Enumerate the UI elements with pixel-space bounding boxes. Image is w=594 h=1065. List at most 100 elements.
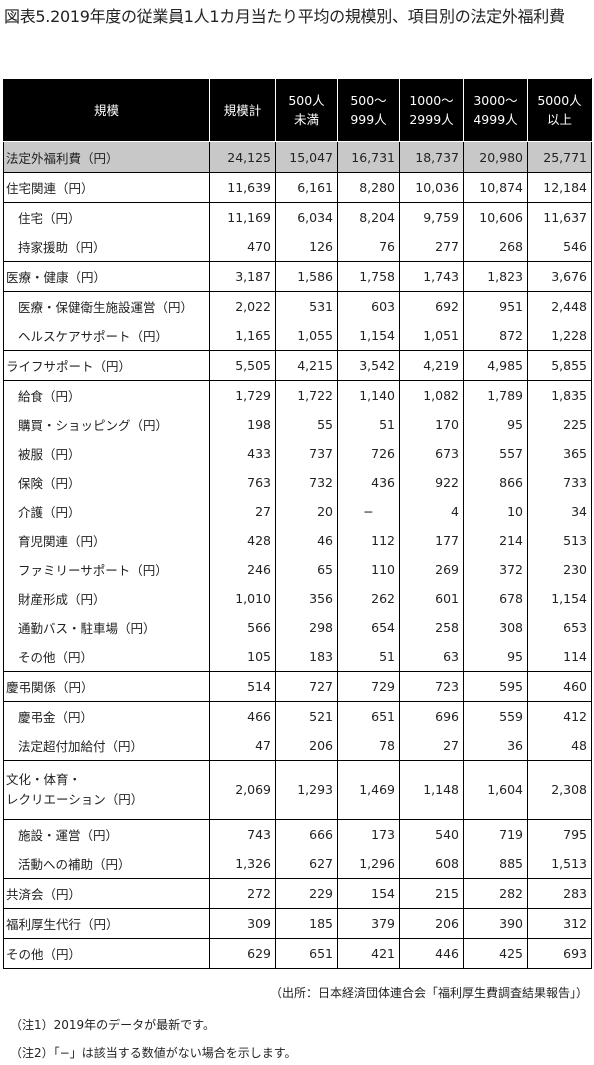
- cell-value: 719: [463, 819, 528, 849]
- cell-value: 27: [399, 731, 464, 761]
- row-label: 慶弔金（円）: [3, 701, 210, 731]
- cell-value: 666: [275, 819, 338, 849]
- row-label: ライフサポート（円）: [3, 350, 210, 381]
- row-label: 共済会（円）: [3, 878, 210, 909]
- cell-value: 8,280: [337, 172, 400, 203]
- cell-value: 726: [337, 439, 400, 468]
- row-label: ファミリーサポート（円）: [3, 555, 210, 584]
- cell-value: 723: [399, 671, 464, 702]
- cell-value: 34: [527, 497, 592, 526]
- cell-value: 283: [527, 878, 592, 909]
- table-row: 共済会（円） 272 229 154 215 282 283: [3, 878, 592, 909]
- cell-value: 412: [527, 701, 592, 731]
- cell-value: 531: [275, 291, 338, 321]
- cell-value: 566: [209, 613, 276, 642]
- cell-value: 1,835: [527, 380, 592, 410]
- cell-value: 230: [527, 555, 592, 584]
- cell-value: 1,154: [337, 321, 400, 351]
- row-label: 医療・保健衛生施設運営（円）: [3, 291, 210, 321]
- table-row: 持家援助（円） 470 126 76 277 268 546: [3, 232, 592, 262]
- row-label: 法定外福利費（円）: [3, 141, 210, 173]
- cell-value: 603: [337, 291, 400, 321]
- cell-value: 885: [463, 849, 528, 879]
- cell-value: 2,448: [527, 291, 592, 321]
- cell-value: 36: [463, 731, 528, 761]
- cell-value: 559: [463, 701, 528, 731]
- cell-value: 46: [275, 526, 338, 555]
- cell-value: 2,022: [209, 291, 276, 321]
- cell-value: 11,169: [209, 202, 276, 232]
- row-label: 介護（円）: [3, 497, 210, 526]
- cell-value: 951: [463, 291, 528, 321]
- cell-value: 11,639: [209, 172, 276, 203]
- cell-value: 6,161: [275, 172, 338, 203]
- cell-value: 185: [275, 908, 338, 939]
- cell-value: 76: [337, 232, 400, 262]
- cell-value: 5,855: [527, 350, 592, 381]
- cell-value: 514: [209, 671, 276, 702]
- header-scale: 規模: [3, 78, 210, 142]
- cell-value: 10,874: [463, 172, 528, 203]
- cell-value: 177: [399, 526, 464, 555]
- cell-value: 25,771: [527, 141, 592, 173]
- welfare-cost-table: 規模 規模計 500人 未満 500〜 999人 1000〜 2999人 3000〜 49…: [3, 78, 592, 969]
- row-label: 法定超付加給付（円）: [3, 731, 210, 761]
- cell-value: 795: [527, 819, 592, 849]
- cell-value: 55: [275, 410, 338, 439]
- row-label: 文化・体育・ レクリエーション（円）: [3, 760, 210, 820]
- cell-value: 1,729: [209, 380, 276, 410]
- cell-value: 743: [209, 819, 276, 849]
- cell-value: 308: [463, 613, 528, 642]
- cell-value: 372: [463, 555, 528, 584]
- cell-value: 693: [527, 938, 592, 969]
- row-label: 通勤バス・駐車場（円）: [3, 613, 210, 642]
- cell-value: 272: [209, 878, 276, 909]
- cell-value: 727: [275, 671, 338, 702]
- cell-value: 696: [399, 701, 464, 731]
- cell-value: 11,637: [527, 202, 592, 232]
- cell-value: 470: [209, 232, 276, 262]
- table-row: 慶弔関係（円） 514 727 729 723 595 460: [3, 671, 592, 702]
- cell-value: 872: [463, 321, 528, 351]
- cell-value: 225: [527, 410, 592, 439]
- cell-value: 47: [209, 731, 276, 761]
- cell-value: 95: [463, 410, 528, 439]
- cell-value: 651: [275, 938, 338, 969]
- cell-value: 651: [337, 701, 400, 731]
- cell-value: 20,980: [463, 141, 528, 173]
- cell-value: 1,055: [275, 321, 338, 351]
- row-label: 住宅（円）: [3, 202, 210, 232]
- cell-value: 733: [527, 468, 592, 497]
- cell-value: 1,082: [399, 380, 464, 410]
- table-row: 活動への補助（円） 1,326 627 1,296 608 885 1,513: [3, 849, 592, 879]
- row-label: 福利厚生代行（円）: [3, 908, 210, 939]
- table-row: ライフサポート（円） 5,505 4,215 3,542 4,219 4,985 5,855: [3, 350, 592, 381]
- cell-value: 229: [275, 878, 338, 909]
- row-label: 慶弔関係（円）: [3, 671, 210, 702]
- cell-value: 466: [209, 701, 276, 731]
- page-title: 図表5.2019年度の従業員1人1カ月当たり平均の規模別、項目別の法定外福利費: [4, 7, 565, 26]
- cell-value: 24,125: [209, 141, 276, 173]
- table-row: 医療・健康（円） 3,187 1,586 1,758 1,743 1,823 3,676: [3, 261, 592, 292]
- table-row: 法定超付加給付（円） 47 206 78 27 36 48: [3, 731, 592, 761]
- cell-value: 546: [527, 232, 592, 262]
- cell-value: 65: [275, 555, 338, 584]
- cell-value: 268: [463, 232, 528, 262]
- cell-value: 540: [399, 819, 464, 849]
- row-label: 保険（円）: [3, 468, 210, 497]
- table-row: 被服（円） 433 737 726 673 557 365: [3, 439, 592, 468]
- cell-value: 1,140: [337, 380, 400, 410]
- cell-value: 12,184: [527, 172, 592, 203]
- cell-value: 105: [209, 642, 276, 672]
- cell-value: 63: [399, 642, 464, 672]
- cell-value: 206: [399, 908, 464, 939]
- cell-value: 629: [209, 938, 276, 969]
- cell-value: 1,513: [527, 849, 592, 879]
- cell-value: 601: [399, 584, 464, 613]
- row-label: 被服（円）: [3, 439, 210, 468]
- cell-value: 436: [337, 468, 400, 497]
- cell-value: 269: [399, 555, 464, 584]
- table-row: 購買・ショッピング（円） 198 55 51 170 95 225: [3, 410, 592, 439]
- cell-value: 10,036: [399, 172, 464, 203]
- cell-value: 421: [337, 938, 400, 969]
